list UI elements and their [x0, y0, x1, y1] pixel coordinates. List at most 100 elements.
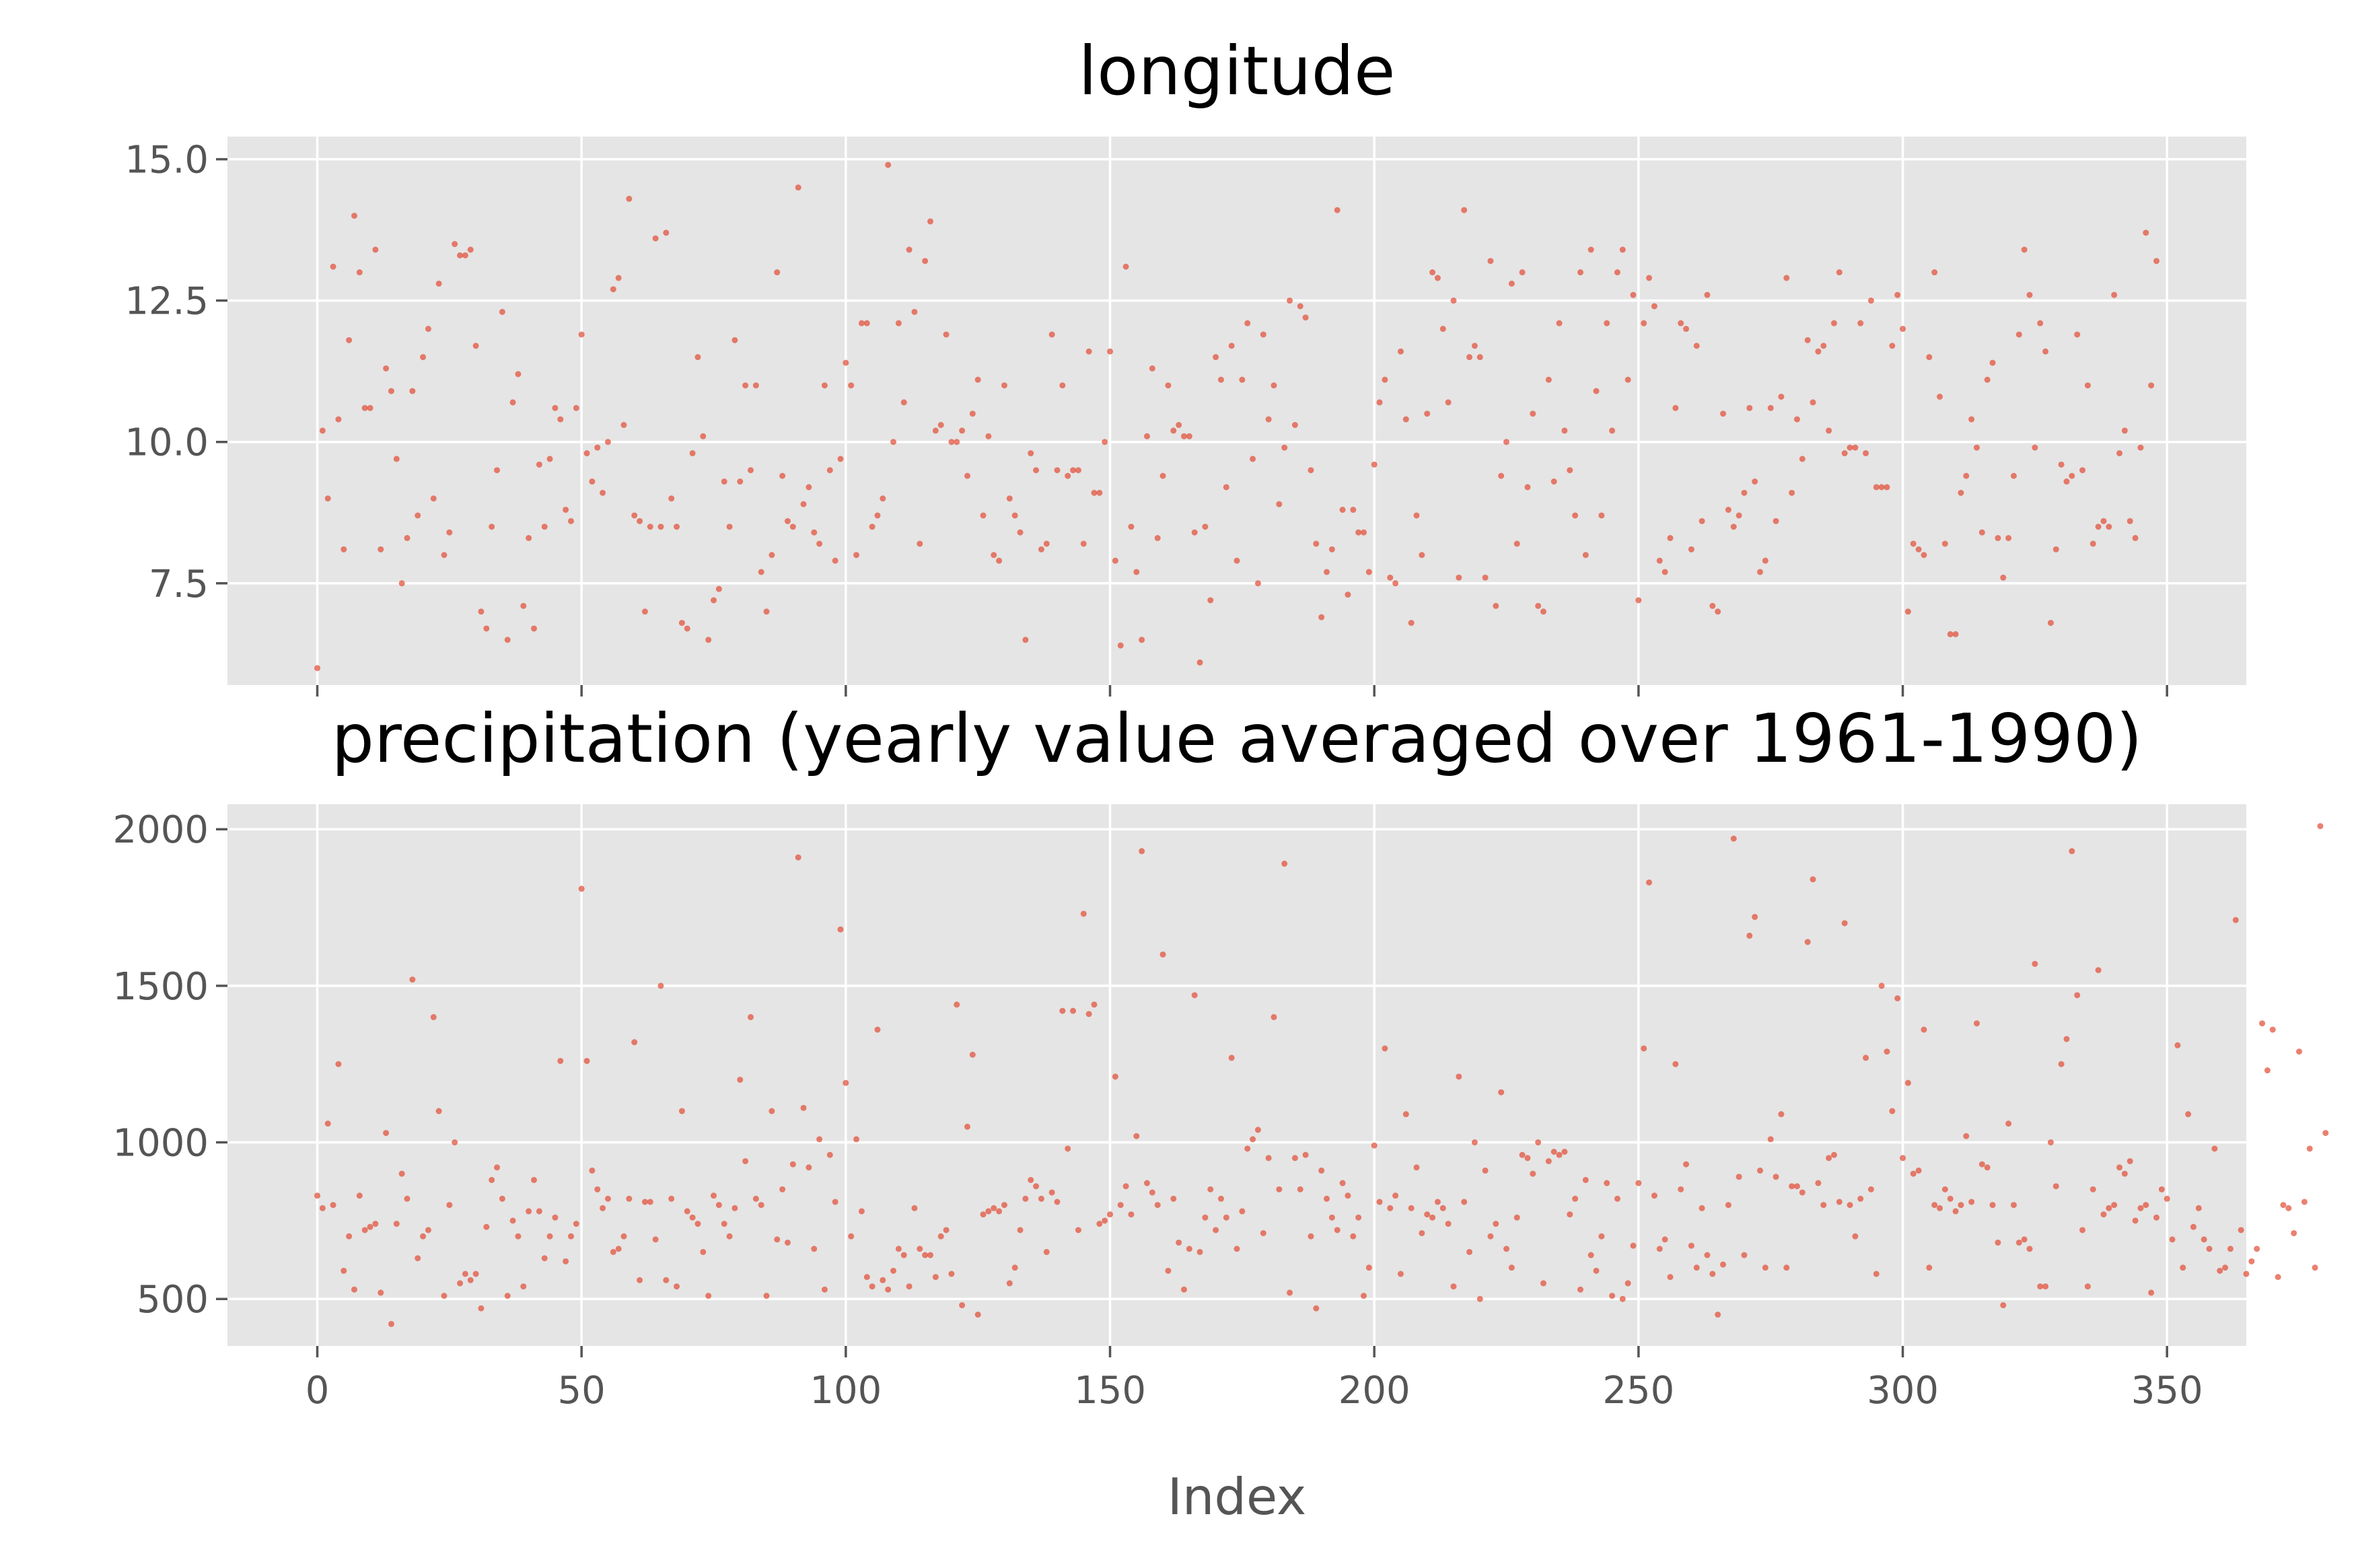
data-point-precipitation	[832, 1199, 838, 1205]
points-precipitation	[314, 823, 2329, 1327]
data-point-precipitation	[1196, 1248, 1203, 1255]
data-point-longitude	[637, 518, 643, 524]
data-point-longitude	[2058, 461, 2065, 468]
x-axis-label: Index	[1168, 1467, 1306, 1526]
chart-title-precipitation: precipitation (yearly value averaged ove…	[331, 699, 2142, 778]
data-point-precipitation	[1397, 1271, 1404, 1277]
data-point-precipitation	[489, 1176, 495, 1183]
data-point-precipitation	[1408, 1205, 1415, 1211]
data-point-longitude	[863, 320, 870, 326]
data-point-longitude	[1265, 416, 1272, 423]
data-point-longitude	[1567, 467, 1573, 474]
data-point-precipitation	[526, 1208, 532, 1215]
data-point-longitude	[1339, 507, 1346, 513]
data-point-precipitation	[2127, 1157, 2133, 1164]
data-point-longitude	[705, 637, 712, 643]
data-point-longitude	[2047, 620, 2054, 627]
data-point-precipitation	[705, 1293, 712, 1299]
data-point-precipitation	[1624, 1280, 1631, 1287]
data-point-longitude	[1260, 331, 1266, 338]
data-point-precipitation	[1128, 1211, 1135, 1218]
data-point-precipitation	[1725, 1202, 1731, 1209]
data-point-longitude	[1609, 427, 1616, 434]
data-point-longitude	[641, 608, 648, 615]
data-point-longitude	[1476, 354, 1483, 361]
data-point-precipitation	[2174, 1042, 2181, 1048]
data-point-precipitation	[1117, 1202, 1124, 1209]
data-point-longitude	[372, 246, 379, 253]
data-point-longitude	[1482, 574, 1489, 581]
data-point-longitude	[700, 433, 707, 439]
data-point-longitude	[1006, 495, 1013, 502]
data-point-precipitation	[2248, 1258, 2255, 1264]
data-point-precipitation	[637, 1277, 643, 1283]
data-point-longitude	[959, 427, 966, 434]
data-point-precipitation	[546, 1233, 553, 1240]
data-point-precipitation	[784, 1239, 791, 1246]
data-point-precipitation	[509, 1217, 516, 1224]
data-point-longitude	[1001, 382, 1007, 389]
data-point-precipitation	[1054, 1199, 1061, 1205]
data-point-precipitation	[737, 1076, 744, 1083]
data-point-longitude	[1360, 529, 1367, 536]
data-point-precipitation	[515, 1233, 522, 1240]
data-point-longitude	[2148, 382, 2155, 389]
data-point-precipitation	[589, 1167, 596, 1174]
data-point-precipitation	[1170, 1195, 1177, 1202]
data-point-longitude	[1572, 512, 1579, 519]
data-point-precipitation	[2275, 1274, 2281, 1281]
data-point-longitude	[1810, 399, 1816, 406]
data-point-precipitation	[378, 1289, 384, 1296]
data-point-precipitation	[1535, 1139, 1542, 1146]
data-point-longitude	[1715, 608, 1721, 615]
data-point-longitude	[361, 404, 368, 411]
data-point-longitude	[1519, 269, 1526, 276]
data-point-longitude	[446, 529, 453, 536]
data-point-precipitation	[684, 1208, 690, 1215]
data-point-precipitation	[452, 1139, 458, 1146]
data-point-longitude	[1587, 246, 1594, 253]
gridlines-precipitation	[227, 804, 2246, 1346]
data-point-longitude	[1910, 540, 1917, 547]
data-point-longitude	[1434, 275, 1441, 281]
data-point-precipitation	[415, 1255, 421, 1262]
data-point-longitude	[341, 546, 347, 553]
data-point-precipitation	[1476, 1295, 1483, 1302]
data-point-longitude	[652, 235, 659, 242]
data-point-longitude	[1815, 348, 1822, 355]
data-point-precipitation	[1820, 1202, 1827, 1209]
data-point-precipitation	[2238, 1227, 2244, 1234]
gridlines-longitude	[227, 137, 2246, 685]
data-point-precipitation	[2269, 1026, 2276, 1033]
data-point-longitude	[943, 331, 950, 338]
data-point-precipitation	[557, 1058, 564, 1065]
data-point-precipitation	[1767, 1136, 1774, 1143]
data-point-precipitation	[1265, 1155, 1272, 1162]
data-point-longitude	[1582, 552, 1589, 559]
y-tick-label-longitude: 7.5	[149, 563, 209, 606]
data-point-longitude	[763, 608, 770, 615]
data-point-precipitation	[1165, 1267, 1172, 1274]
data-point-longitude	[620, 422, 627, 429]
data-point-precipitation	[1149, 1189, 1155, 1196]
data-point-precipitation	[1365, 1264, 1372, 1271]
data-point-longitude	[383, 365, 390, 371]
data-point-longitude	[985, 433, 992, 439]
data-point-precipitation	[2185, 1111, 2192, 1118]
data-point-longitude	[1170, 427, 1177, 434]
data-point-precipitation	[2052, 1183, 2059, 1190]
data-point-longitude	[752, 382, 759, 389]
data-point-longitude	[1408, 620, 1415, 627]
data-point-precipitation	[446, 1202, 453, 1209]
data-point-longitude	[1107, 348, 1114, 355]
data-point-precipitation	[937, 1233, 944, 1240]
data-point-longitude	[1365, 569, 1372, 575]
data-point-longitude	[1921, 552, 1927, 559]
data-point-longitude	[483, 625, 490, 632]
data-point-longitude	[1033, 467, 1040, 474]
data-point-precipitation	[1324, 1195, 1330, 1202]
data-point-longitude	[1830, 320, 1837, 326]
data-point-precipitation	[789, 1161, 796, 1168]
data-point-longitude	[1561, 427, 1568, 434]
data-point-precipitation	[1762, 1264, 1768, 1271]
